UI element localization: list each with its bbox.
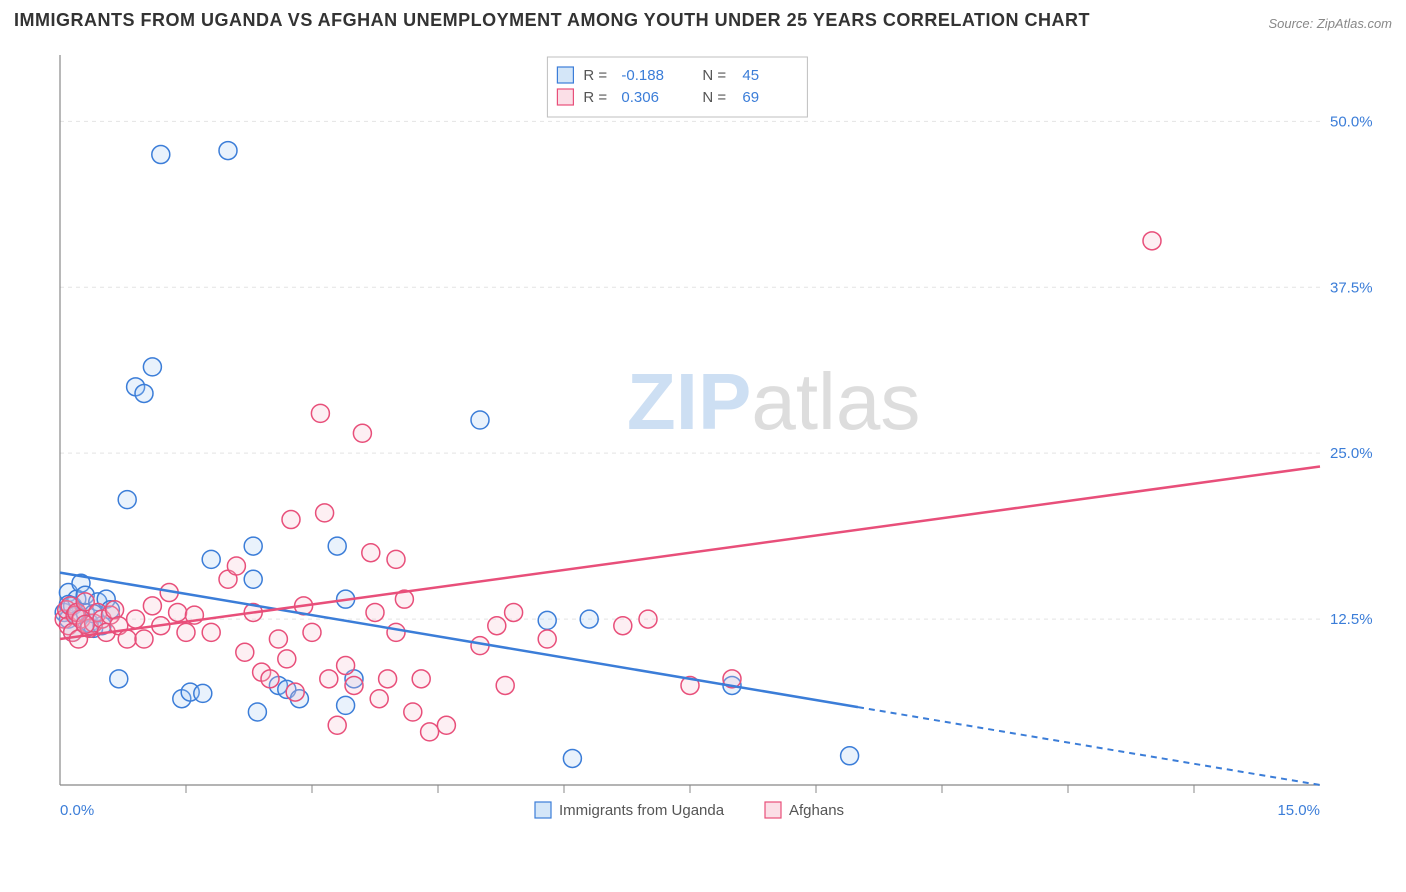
legend-label: Immigrants from Uganda (559, 802, 725, 819)
data-point (563, 749, 581, 767)
data-point (303, 623, 321, 641)
data-point (345, 676, 363, 694)
data-point (244, 537, 262, 555)
source-label: Source: ZipAtlas.com (1268, 16, 1392, 31)
data-point (118, 630, 136, 648)
data-point (488, 617, 506, 635)
data-point (194, 684, 212, 702)
data-point (282, 511, 300, 529)
data-point (1143, 232, 1161, 250)
data-point (437, 716, 455, 734)
data-point (76, 615, 94, 633)
data-point (219, 142, 237, 160)
data-point (118, 491, 136, 509)
data-point (538, 630, 556, 648)
data-point (404, 703, 422, 721)
y-tick-label: 12.5% (1330, 611, 1373, 628)
data-point (261, 670, 279, 688)
data-point (269, 630, 287, 648)
data-point (248, 703, 266, 721)
legend-r-value: 0.306 (621, 89, 659, 106)
x-tick-label-left: 0.0% (60, 802, 94, 819)
data-point (421, 723, 439, 741)
data-point (177, 623, 195, 641)
data-point (505, 603, 523, 621)
data-point (227, 557, 245, 575)
data-point (366, 603, 384, 621)
data-point (311, 404, 329, 422)
data-point (316, 504, 334, 522)
data-point (387, 550, 405, 568)
data-point (471, 411, 489, 429)
data-point (538, 611, 556, 629)
data-point (278, 650, 296, 668)
scatter-plot: ZIPatlas 12.5% 25.0% 37.5% 50.0% 0.0% 15.0% Imm… (50, 45, 1390, 845)
chart-title: IMMIGRANTS FROM UGANDA VS AFGHAN UNEMPLO… (14, 10, 1090, 31)
data-point (328, 537, 346, 555)
legend-box (547, 57, 807, 117)
data-point (320, 670, 338, 688)
y-tick-label: 37.5% (1330, 279, 1373, 296)
data-point (412, 670, 430, 688)
data-point (202, 623, 220, 641)
data-point (614, 617, 632, 635)
data-point (135, 630, 153, 648)
data-point (337, 696, 355, 714)
data-point (236, 643, 254, 661)
legend-swatch (557, 89, 573, 105)
data-point (387, 623, 405, 641)
y-tick-label: 50.0% (1330, 113, 1373, 130)
y-tick-label: 25.0% (1330, 445, 1373, 462)
data-point (370, 690, 388, 708)
legend-n-label: N = (702, 89, 726, 106)
data-point (135, 384, 153, 402)
legend-r-label: R = (583, 67, 607, 84)
data-point (496, 676, 514, 694)
data-point (143, 597, 161, 615)
legend-swatch (535, 802, 551, 818)
x-tick-label-right: 15.0% (1277, 802, 1320, 819)
data-point (106, 601, 124, 619)
legend-n-value: 45 (742, 67, 759, 84)
data-point (127, 610, 145, 628)
data-point (353, 424, 371, 442)
chart-svg: ZIPatlas 12.5% 25.0% 37.5% 50.0% 0.0% 15.0% Imm… (50, 45, 1390, 845)
watermark: ZIPatlas (627, 357, 920, 446)
data-point (639, 610, 657, 628)
legend-label: Afghans (789, 802, 844, 819)
legend-n-value: 69 (742, 89, 759, 106)
legend-r-value: -0.188 (621, 67, 664, 84)
legend-swatch (557, 67, 573, 83)
data-point (244, 570, 262, 588)
data-point (169, 603, 187, 621)
legend-n-label: N = (702, 67, 726, 84)
data-point (110, 670, 128, 688)
legend-swatch (765, 802, 781, 818)
data-point (841, 747, 859, 765)
data-point (580, 610, 598, 628)
legend-r-label: R = (583, 89, 607, 106)
data-point (143, 358, 161, 376)
data-point (362, 544, 380, 562)
data-point (337, 657, 355, 675)
data-point (379, 670, 397, 688)
data-point (202, 550, 220, 568)
data-point (286, 683, 304, 701)
data-point (152, 146, 170, 164)
title-bar: IMMIGRANTS FROM UGANDA VS AFGHAN UNEMPLO… (14, 10, 1392, 31)
data-point (328, 716, 346, 734)
